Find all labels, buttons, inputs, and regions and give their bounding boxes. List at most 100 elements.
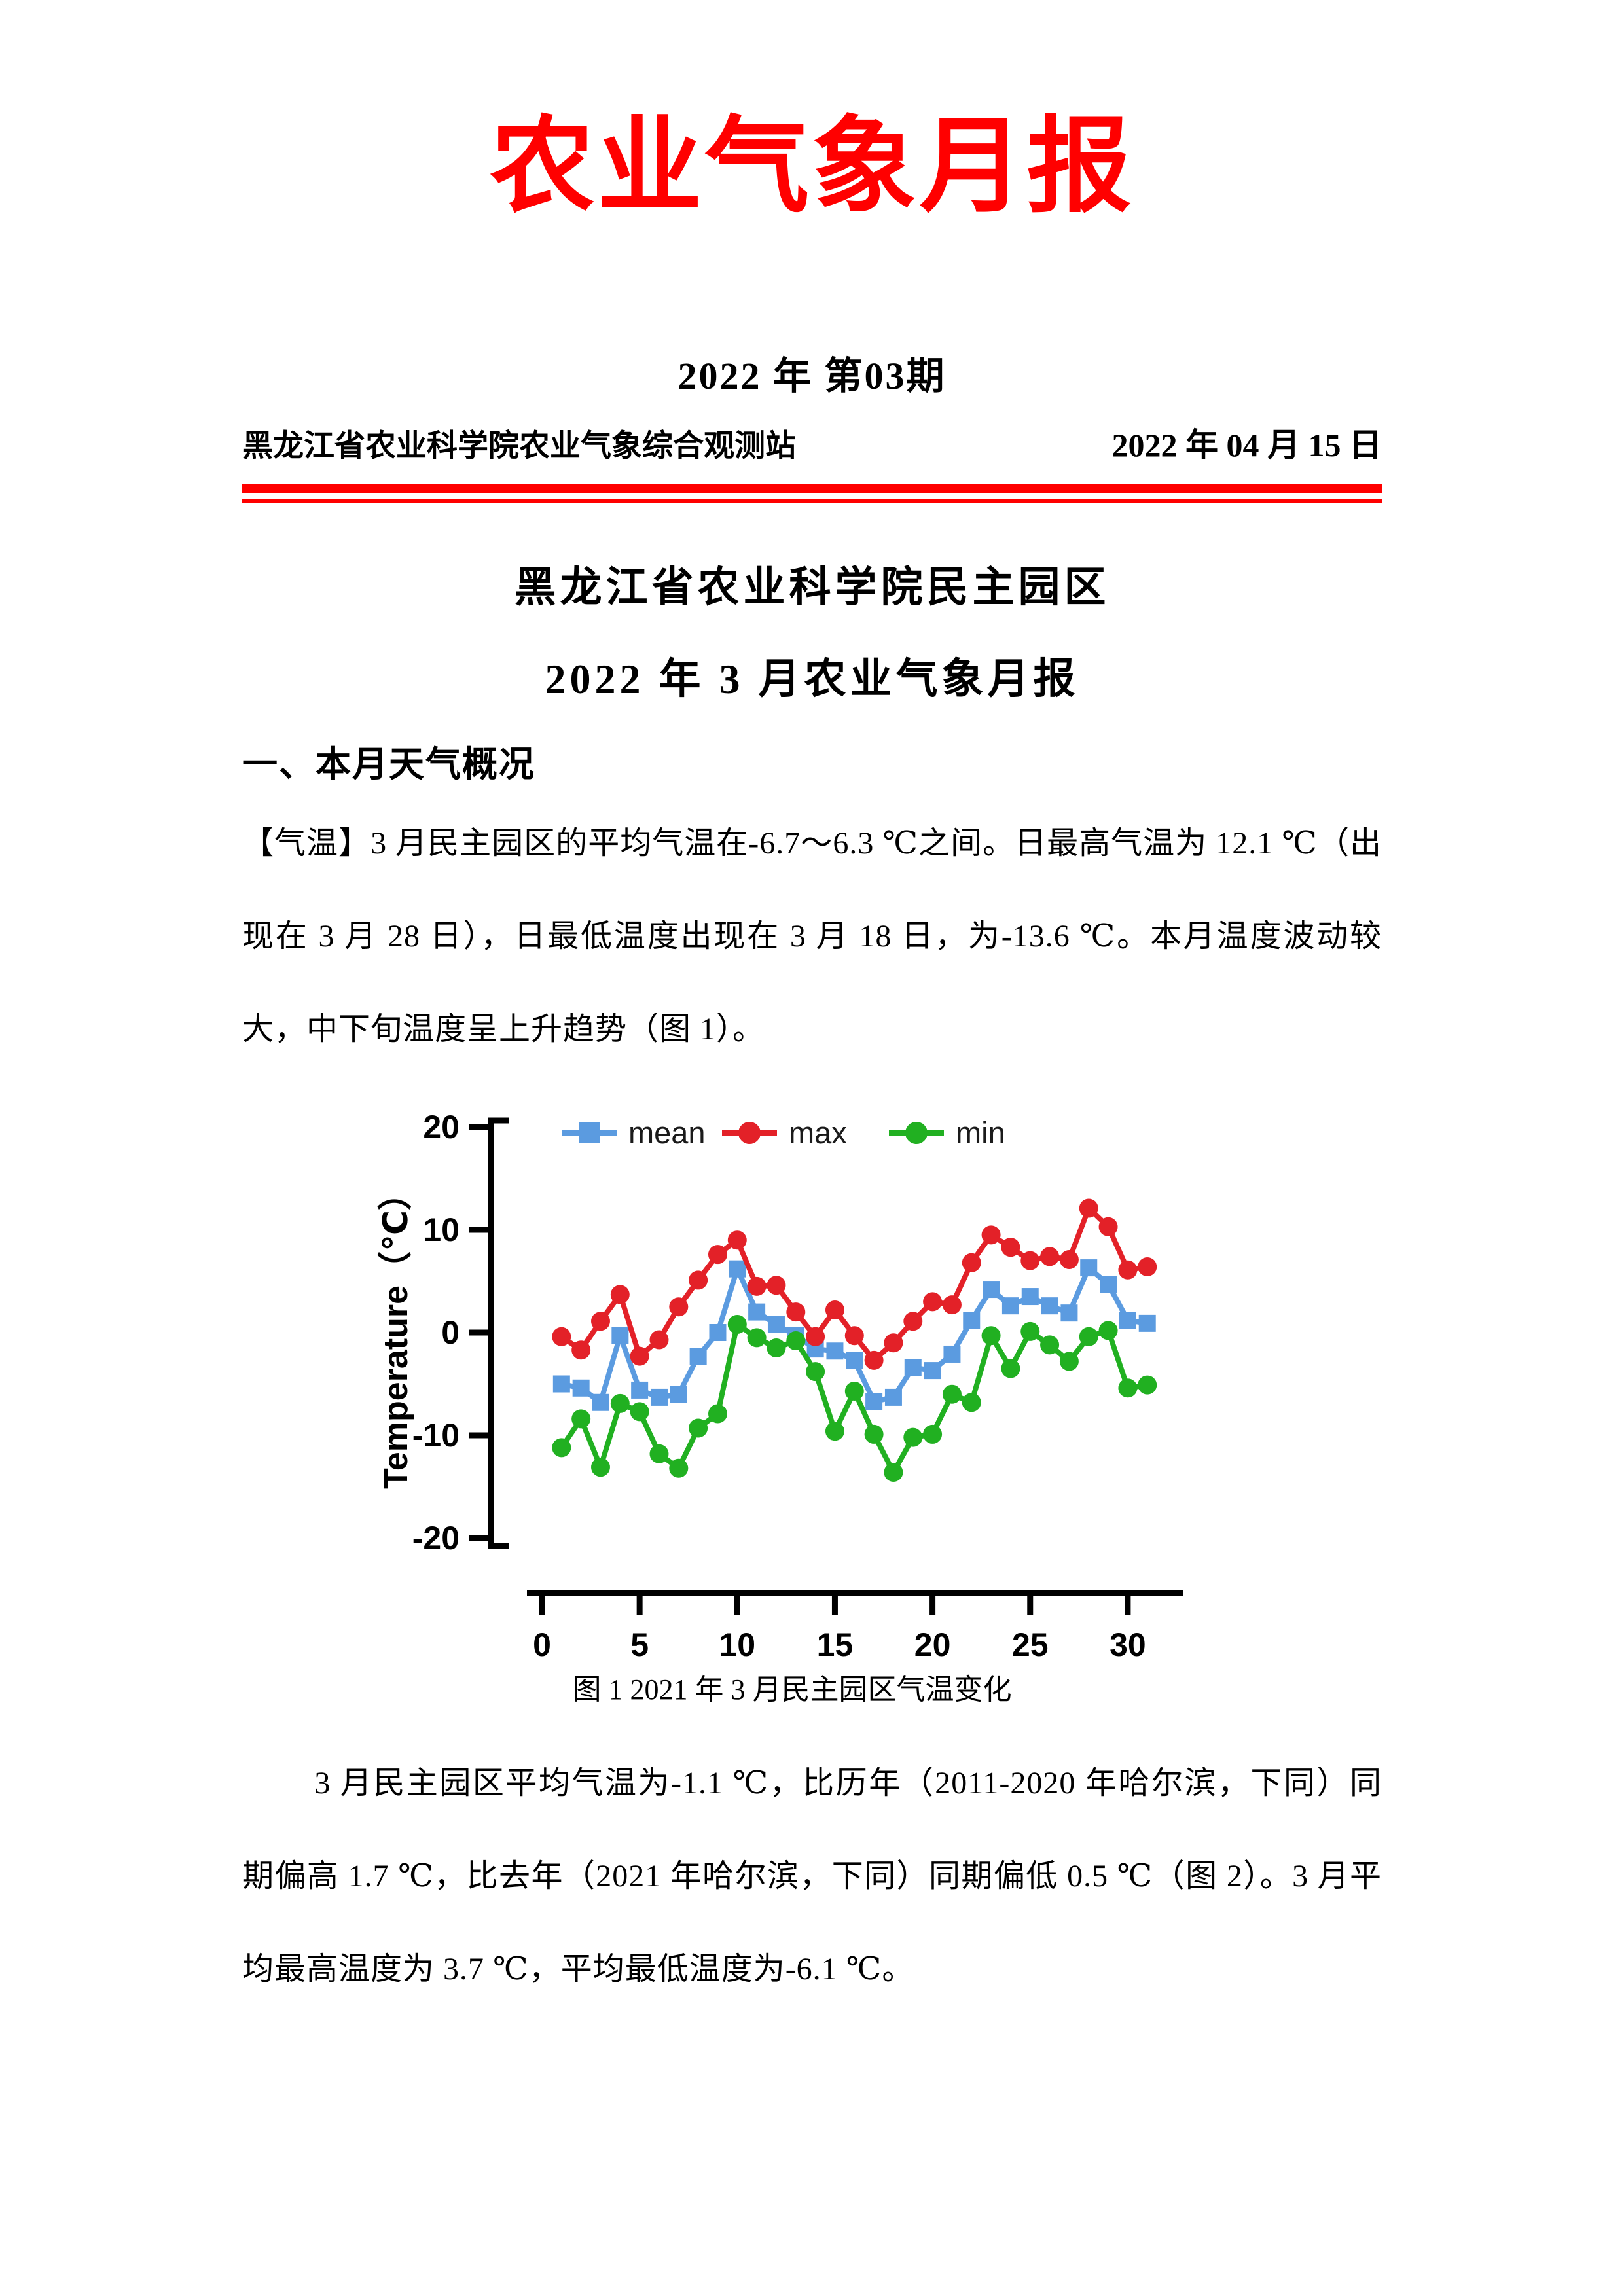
data-point-min xyxy=(844,1381,864,1401)
data-point-mean xyxy=(592,1393,609,1411)
data-point-max xyxy=(844,1326,864,1346)
data-point-max xyxy=(1098,1217,1118,1236)
legend-marker-circle xyxy=(905,1122,928,1144)
data-point-max xyxy=(825,1300,844,1319)
report-date: 2022 年 04 月 15 日 xyxy=(1111,427,1382,463)
data-point-min xyxy=(1098,1321,1118,1340)
data-point-mean xyxy=(709,1324,727,1341)
y-tick-label: 10 xyxy=(423,1211,460,1248)
data-point-min xyxy=(903,1427,923,1447)
data-point-min xyxy=(923,1424,943,1444)
x-tick-label: 25 xyxy=(1012,1626,1049,1663)
legend-label: mean xyxy=(628,1115,706,1150)
legend-item-max: max xyxy=(722,1115,847,1150)
data-point-max xyxy=(669,1297,689,1317)
data-point-max xyxy=(962,1253,981,1272)
data-point-max xyxy=(571,1340,591,1360)
y-tick-label: -20 xyxy=(412,1520,460,1556)
data-point-min xyxy=(864,1424,884,1444)
data-point-mean xyxy=(983,1281,1000,1299)
data-point-max xyxy=(786,1302,806,1322)
legend-item-min: min xyxy=(889,1115,1005,1150)
data-point-min xyxy=(590,1458,610,1477)
data-point-min xyxy=(1059,1352,1079,1371)
legend-item-mean: mean xyxy=(562,1115,706,1150)
data-point-mean xyxy=(748,1303,766,1321)
figure1-chart: 20 10 0 -10 -20 Temperature（℃） 0 5 10 15 20 25 30 mea… xyxy=(377,1109,1183,1663)
data-point-max xyxy=(1079,1198,1098,1218)
data-point-mean xyxy=(1041,1297,1058,1315)
data-point-mean xyxy=(1060,1304,1078,1322)
data-point-min xyxy=(962,1393,981,1412)
legend-marker-circle xyxy=(738,1122,761,1144)
data-point-mean xyxy=(729,1260,746,1278)
data-point-min xyxy=(1001,1359,1020,1378)
section-heading: 一、本月天气概况 xyxy=(242,745,535,784)
data-point-min xyxy=(689,1418,708,1438)
data-point-min xyxy=(1040,1335,1060,1355)
x-tick-label: 0 xyxy=(533,1626,551,1663)
y-tick-label: 0 xyxy=(441,1314,460,1351)
issue-line: 2022 年 第03期 xyxy=(677,355,947,397)
data-point-max xyxy=(806,1327,825,1346)
y-axis xyxy=(488,1117,509,1549)
data-point-min xyxy=(708,1404,727,1424)
data-point-min xyxy=(552,1438,571,1458)
data-point-min xyxy=(884,1463,903,1482)
data-point-mean xyxy=(650,1388,668,1406)
data-point-mean xyxy=(1001,1297,1019,1315)
data-point-max xyxy=(708,1245,727,1265)
x-tick-label: 10 xyxy=(719,1626,755,1663)
data-point-min xyxy=(942,1384,962,1404)
data-point-max xyxy=(689,1270,708,1290)
data-point-max xyxy=(610,1285,630,1304)
data-point-max xyxy=(923,1292,943,1312)
subtitle-line1: 黑龙江省农业科学院民主园区 xyxy=(514,564,1110,611)
data-point-mean xyxy=(1100,1276,1117,1293)
data-point-max xyxy=(942,1295,962,1315)
data-point-max xyxy=(1020,1251,1040,1270)
legend-label: min xyxy=(956,1115,1005,1150)
data-point-mean xyxy=(572,1379,590,1397)
data-point-max xyxy=(864,1350,884,1370)
data-point-max xyxy=(1001,1238,1020,1257)
legend-marker-square xyxy=(579,1122,600,1143)
data-point-min xyxy=(1020,1321,1040,1341)
data-point-max xyxy=(630,1346,649,1366)
x-tick-label: 30 xyxy=(1110,1626,1146,1663)
data-point-min xyxy=(727,1314,747,1334)
data-point-mean xyxy=(767,1316,785,1333)
data-point-mean xyxy=(846,1352,863,1369)
data-point-max xyxy=(767,1276,786,1295)
red-rule-thin xyxy=(242,499,1382,503)
data-point-min xyxy=(786,1331,806,1351)
meta-row: 黑龙江省农业科学院农业气象综合观测站 2022 年 04 月 15 日 xyxy=(242,425,1382,466)
data-point-mean xyxy=(1080,1259,1098,1277)
data-point-mean xyxy=(826,1342,844,1360)
station-name: 黑龙江省农业科学院农业气象综合观测站 xyxy=(242,429,796,463)
series-max xyxy=(552,1198,1157,1370)
double-red-rule xyxy=(242,484,1382,503)
x-tick-label: 5 xyxy=(630,1626,649,1663)
data-point-max xyxy=(590,1312,610,1331)
data-point-max xyxy=(649,1330,669,1350)
data-point-max xyxy=(903,1312,923,1331)
data-point-max xyxy=(981,1225,1001,1245)
figure1: 20 10 0 -10 -20 Temperature（℃） 0 5 10 15 20 25 30 mea… xyxy=(360,1076,1224,1711)
data-point-max xyxy=(727,1230,747,1250)
doc-title: 农业气象月报 xyxy=(490,109,1134,225)
figure1-caption: 图 1 2021 年 3 月民主园区气温变化 xyxy=(572,1674,1012,1706)
data-point-min xyxy=(630,1402,649,1422)
y-tick-label: 20 xyxy=(423,1109,460,1145)
data-point-mean xyxy=(1119,1312,1136,1329)
data-point-mean xyxy=(865,1393,883,1410)
data-point-min xyxy=(610,1393,630,1413)
data-point-max xyxy=(552,1327,571,1346)
paragraph-temperature: 【气温】3 月民主园区的平均气温在-6.7～6.3 ℃之间。日最高气温为 12.… xyxy=(242,826,1382,1047)
data-point-max xyxy=(1138,1257,1157,1277)
data-point-mean xyxy=(963,1312,981,1329)
data-point-mean xyxy=(631,1381,649,1399)
paragraph-comparison: 3 月民主园区平均气温为-1.1 ℃，比历年（2011-2020 年哈尔滨，下同… xyxy=(242,1766,1382,1986)
data-point-mean xyxy=(924,1362,941,1380)
